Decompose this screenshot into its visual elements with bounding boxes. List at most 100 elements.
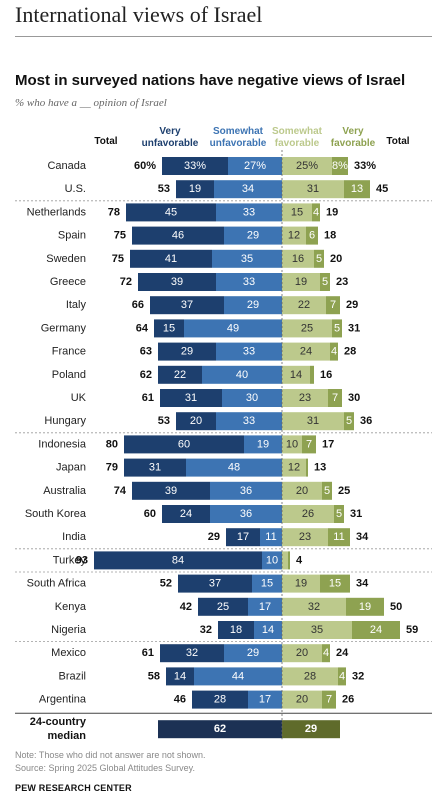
label-very-favorable: 5 bbox=[346, 415, 352, 427]
label-very-favorable: 5 bbox=[324, 485, 330, 497]
total-favorable: 23 bbox=[336, 276, 348, 288]
country-label: France bbox=[52, 346, 86, 358]
label-somewhat-unfavorable: 33 bbox=[243, 415, 255, 427]
total-unfavorable: 32 bbox=[200, 624, 212, 636]
label-very-unfavorable: 20 bbox=[190, 415, 202, 427]
bar-somewhat-unfavorable bbox=[184, 319, 282, 338]
country-label: India bbox=[62, 531, 87, 543]
label-somewhat-unfavorable: 33 bbox=[243, 206, 255, 218]
bar-very-favorable bbox=[320, 273, 330, 291]
total-favorable: 24 bbox=[336, 647, 349, 659]
bar-somewhat-favorable bbox=[282, 203, 312, 222]
total-unfavorable: 64 bbox=[136, 322, 149, 334]
label-very-favorable: 24 bbox=[370, 624, 382, 636]
label-very-favorable: 4 bbox=[323, 647, 329, 659]
label-very-unfavorable: 39 bbox=[165, 485, 177, 497]
country-label: Nigeria bbox=[51, 624, 87, 636]
label-somewhat-favorable: 22 bbox=[298, 299, 310, 311]
median-label: median bbox=[47, 730, 86, 742]
bar-somewhat-favorable bbox=[282, 621, 352, 639]
bar-very-unfavorable bbox=[138, 273, 216, 291]
country-label: Netherlands bbox=[27, 206, 87, 218]
bar-very-unfavorable bbox=[176, 412, 216, 431]
total-favorable: 34 bbox=[356, 531, 369, 543]
total-favorable: 50 bbox=[390, 601, 402, 613]
label-very-favorable: 7 bbox=[306, 438, 312, 450]
bar-somewhat-unfavorable bbox=[202, 365, 282, 384]
total-unfavorable: 58 bbox=[148, 670, 160, 682]
label-very-favorable: 5 bbox=[322, 276, 328, 288]
label-somewhat-unfavorable: 30 bbox=[246, 392, 258, 404]
bar-somewhat-unfavorable bbox=[224, 644, 282, 663]
label-very-favorable: 4 bbox=[339, 670, 345, 682]
label-somewhat-favorable: 24 bbox=[300, 346, 312, 358]
label-very-favorable: 11 bbox=[333, 531, 344, 543]
bar-very-unfavorable bbox=[162, 505, 210, 523]
bar-very-unfavorable bbox=[124, 435, 244, 454]
label-somewhat-unfavorable: 48 bbox=[228, 462, 240, 474]
chart-title: Most in surveyed nations have negative v… bbox=[15, 72, 406, 89]
total-favorable: 29 bbox=[346, 299, 358, 311]
bar-very-favorable bbox=[322, 644, 330, 663]
total-favorable: 25 bbox=[338, 485, 350, 497]
total-favorable: 59 bbox=[406, 624, 418, 636]
label-very-unfavorable: 22 bbox=[174, 369, 186, 381]
country-label: Italy bbox=[66, 299, 87, 311]
bar-very-unfavorable bbox=[160, 644, 224, 663]
bar-somewhat-favorable bbox=[282, 667, 338, 686]
label-very-unfavorable: 33% bbox=[184, 160, 206, 172]
country-label: South Africa bbox=[27, 578, 87, 590]
bar-very-favorable bbox=[306, 458, 308, 477]
label-somewhat-unfavorable: 14 bbox=[262, 624, 274, 636]
header-very-unfavorable: Very unfavorable bbox=[141, 126, 199, 149]
bar-very-unfavorable bbox=[226, 528, 260, 547]
label-median-favorable: 29 bbox=[305, 723, 317, 735]
label-somewhat-favorable: 16 bbox=[292, 253, 304, 265]
label-very-favorable: 7 bbox=[330, 299, 336, 311]
total-unfavorable: 80 bbox=[106, 438, 118, 450]
pew-logo-text: PEW RESEARCH CENTER bbox=[15, 783, 132, 793]
bar-somewhat-favorable bbox=[282, 574, 320, 593]
bar-somewhat-unfavorable bbox=[262, 551, 282, 570]
bar-very-unfavorable bbox=[192, 690, 248, 709]
country-label: Canada bbox=[47, 160, 86, 172]
bar-very-favorable bbox=[322, 690, 336, 709]
bar-very-favorable bbox=[312, 203, 320, 222]
country-label: South Korea bbox=[25, 508, 87, 520]
label-somewhat-unfavorable: 15 bbox=[261, 578, 273, 590]
bar-somewhat-unfavorable bbox=[222, 389, 282, 407]
bar-very-unfavorable bbox=[160, 389, 222, 407]
label-somewhat-favorable: 35 bbox=[311, 624, 323, 636]
label-very-unfavorable: 17 bbox=[237, 531, 249, 543]
total-unfavorable: 66 bbox=[132, 299, 144, 311]
label-very-unfavorable: 28 bbox=[214, 694, 226, 706]
label-very-unfavorable: 24 bbox=[180, 508, 192, 520]
label-somewhat-favorable: 23 bbox=[299, 392, 311, 404]
bar-very-unfavorable bbox=[132, 226, 224, 245]
bar-very-unfavorable bbox=[94, 551, 262, 570]
bar-somewhat-favorable bbox=[282, 389, 328, 407]
bar-very-favorable bbox=[332, 157, 348, 175]
label-somewhat-unfavorable: 11 bbox=[265, 531, 276, 543]
bar-somewhat-unfavorable bbox=[228, 157, 282, 175]
bar-somewhat-favorable bbox=[282, 273, 320, 291]
bar-very-unfavorable bbox=[154, 319, 184, 338]
label-very-unfavorable: 46 bbox=[172, 230, 184, 242]
total-favorable: 31 bbox=[350, 508, 362, 520]
total-favorable: 31 bbox=[348, 322, 360, 334]
bar-somewhat-favorable bbox=[282, 597, 346, 616]
total-favorable: 30 bbox=[348, 392, 360, 404]
bar-somewhat-favorable bbox=[282, 180, 344, 199]
bar-very-favorable bbox=[314, 249, 324, 268]
country-label: Greece bbox=[50, 276, 86, 288]
label-very-unfavorable: 84 bbox=[172, 554, 184, 566]
label-somewhat-favorable: 25 bbox=[301, 322, 313, 334]
label-somewhat-unfavorable: 36 bbox=[240, 485, 252, 497]
country-label: Hungary bbox=[44, 415, 86, 427]
label-somewhat-favorable: 28 bbox=[304, 670, 316, 682]
total-favorable: 18 bbox=[324, 230, 336, 242]
total-favorable: 16 bbox=[320, 369, 332, 381]
label-very-unfavorable: 29 bbox=[181, 346, 193, 358]
label-somewhat-unfavorable: 35 bbox=[241, 253, 253, 265]
total-unfavorable: 74 bbox=[114, 485, 127, 497]
